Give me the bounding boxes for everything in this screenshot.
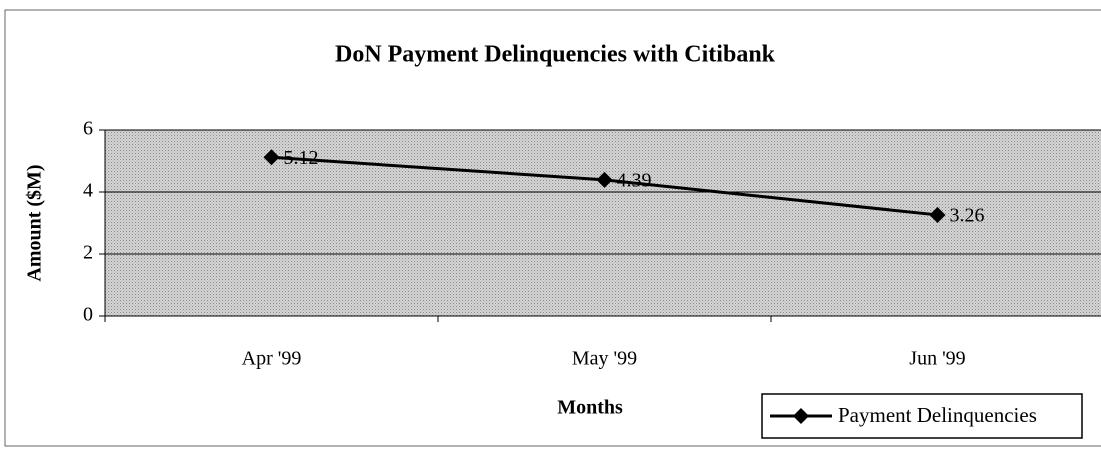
legend-label: Payment Delinquencies — [838, 403, 1037, 427]
point-marker — [596, 171, 613, 188]
chart-frame — [4, 9, 1101, 447]
data-label: 4.39 — [617, 170, 652, 192]
x-tick-label: Jun '99 — [909, 348, 965, 370]
x-tick-label: May '99 — [572, 348, 637, 370]
y-tick-label: 6 — [83, 118, 93, 140]
legend-marker — [793, 408, 809, 424]
point-marker — [263, 149, 280, 166]
data-label: 3.26 — [950, 205, 985, 227]
data-label: 5.12 — [284, 147, 319, 169]
y-tick-label: 2 — [83, 242, 93, 264]
y-tick-label: 0 — [83, 304, 93, 326]
y-tick-label: 4 — [83, 180, 93, 202]
chart-title: DoN Payment Delinquencies with Citibank — [335, 42, 776, 68]
x-tick-label: Apr '99 — [242, 348, 302, 370]
x-axis-label: Months — [557, 397, 623, 419]
point-marker — [929, 206, 946, 223]
y-axis-label: Amount ($M) — [24, 164, 46, 281]
